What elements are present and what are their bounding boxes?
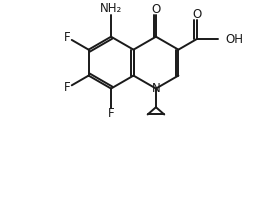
Text: N: N <box>152 82 160 95</box>
Text: F: F <box>108 107 114 120</box>
Text: OH: OH <box>225 32 243 46</box>
Text: O: O <box>192 8 201 21</box>
Text: F: F <box>64 81 70 94</box>
Text: NH₂: NH₂ <box>100 2 122 15</box>
Text: F: F <box>64 31 70 44</box>
Text: O: O <box>151 3 160 16</box>
